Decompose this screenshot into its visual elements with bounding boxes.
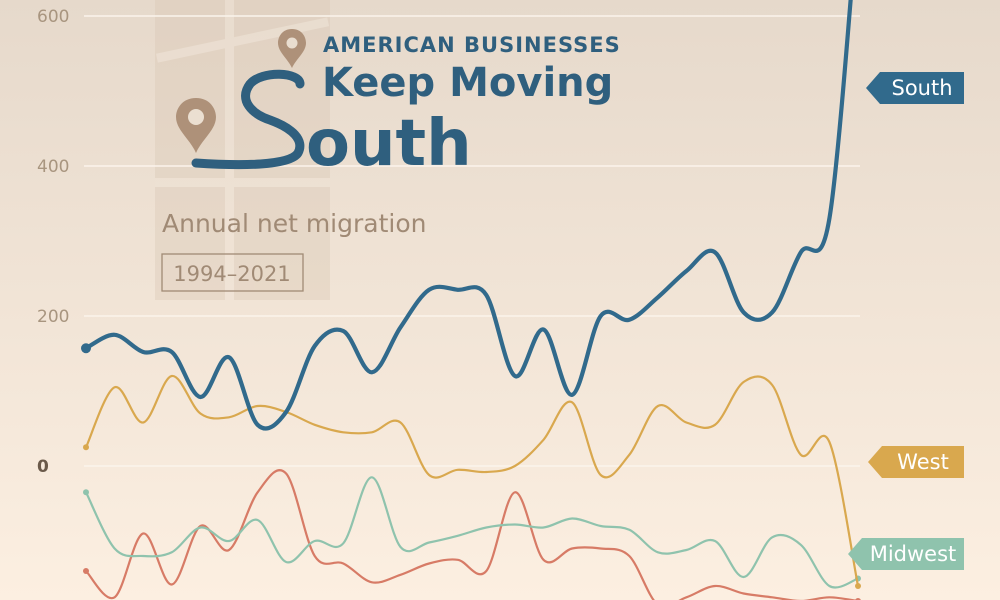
series-start-dot-northeast — [83, 568, 89, 574]
location-pin-icon — [278, 29, 306, 68]
series-label-tag-midwest — [848, 538, 964, 570]
year-range-box — [161, 253, 304, 292]
y-tick-label-0: 0 — [37, 457, 49, 477]
series-label-south: South — [866, 72, 964, 104]
kicker-text: AMERICAN BUSINESSES — [323, 33, 621, 57]
series-start-dot-west — [83, 444, 89, 451]
y-tick-label-400: 400 — [37, 157, 69, 177]
series-label-tag-south — [866, 72, 964, 104]
series-line-midwest — [84, 476, 860, 589]
location-pin-icon — [176, 98, 216, 153]
headline-line-2: outh — [306, 107, 472, 181]
series-label-text-west: West — [897, 450, 949, 474]
y-tick-label-200: 200 — [37, 307, 69, 327]
road-s-letter — [191, 69, 305, 170]
series-start-dot-midwest — [83, 489, 89, 496]
series-label-midwest: Midwest — [848, 538, 964, 570]
series-label-west: West — [868, 446, 964, 478]
headline-line-1: Keep Moving — [322, 60, 613, 106]
series-label-tag-west — [868, 446, 964, 478]
series-label-text-midwest: Midwest — [870, 542, 957, 566]
series-start-dot-south — [81, 343, 91, 354]
chart-subtitle: Annual net migration — [162, 209, 426, 238]
series-labels: South West Midwest — [848, 72, 964, 570]
series-end-dot-west — [855, 583, 861, 589]
series-lines — [81, 0, 861, 600]
series-label-text-south: South — [891, 76, 952, 100]
year-range-text: 1994–2021 — [173, 262, 290, 286]
title-block: AMERICAN BUSINESSES Keep Moving outh Ann… — [161, 29, 621, 292]
series-line-south — [83, 0, 853, 431]
y-axis-ticks: 0 200 400 600 — [37, 7, 69, 477]
y-tick-label-600: 600 — [37, 7, 69, 27]
series-line-west — [84, 374, 860, 588]
